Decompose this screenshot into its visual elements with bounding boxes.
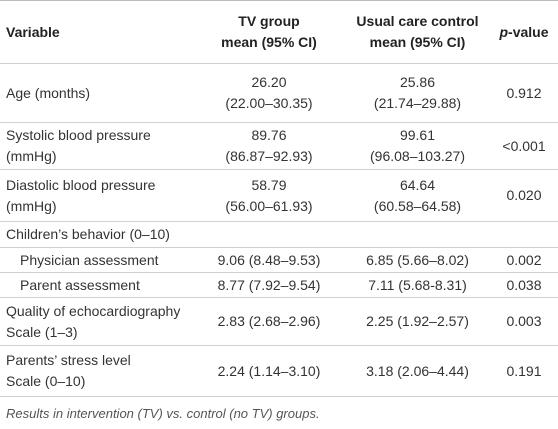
cell-line: 7.11 (5.68-8.31) bbox=[368, 276, 467, 293]
header-line: TV group bbox=[238, 13, 300, 29]
table-cell: 2.24 (1.14–3.10) bbox=[193, 345, 345, 397]
cell-line: (22.00–30.35) bbox=[225, 95, 313, 111]
header-cell: p-value bbox=[490, 0, 558, 64]
footnote: Results in intervention (TV) vs. control… bbox=[6, 406, 320, 421]
cell-line: 2.25 (1.92–2.57) bbox=[366, 313, 469, 329]
table-row: Systolic blood pressure (mmHg) 89.76 (86.87… bbox=[0, 122, 558, 170]
cell-line: 8.77 (7.92–9.54) bbox=[217, 276, 321, 293]
cell-line: (60.58–64.58) bbox=[373, 197, 462, 214]
table-row: Parent assessment 8.77 (7.92–9.54) 7.11 (5… bbox=[0, 272, 558, 298]
table-cell: 2.25 (1.92–2.57) bbox=[345, 297, 490, 346]
table-cell: 64.64 (60.58–64.58) bbox=[345, 169, 490, 222]
cell-line: 0.020 bbox=[506, 187, 542, 203]
table-cell: 8.77 (7.92–9.54) bbox=[193, 272, 345, 298]
cell-line: 26.20 bbox=[251, 74, 287, 90]
table-cell: Parent assessment bbox=[0, 272, 193, 298]
cell-line: 2.83 (2.68–2.96) bbox=[217, 313, 321, 329]
cell-line: 6.85 (5.66–8.02) bbox=[366, 251, 469, 268]
header-line: Variable bbox=[6, 23, 60, 40]
table-cell: Quality of echocardiography Scale (1–3) bbox=[0, 297, 193, 346]
cell-line: 0.003 bbox=[506, 313, 542, 329]
table-row: Diastolic blood pressure (mmHg) 58.79 (56.0… bbox=[0, 169, 558, 222]
table-body: Age (months) 26.20 (22.00–30.35) 25.86 (21.7… bbox=[0, 63, 558, 397]
table-cell: Children’s behavior (0–10) bbox=[0, 221, 558, 248]
table-cell: Parents’ stress level Scale (0–10) bbox=[0, 345, 193, 397]
table-cell: 25.86 (21.74–29.88) bbox=[345, 63, 490, 123]
cell-line: 0.912 bbox=[506, 84, 542, 101]
header-cell: Variable bbox=[0, 0, 193, 64]
cell-line: (56.00–61.93) bbox=[225, 197, 313, 214]
table-row: Children’s behavior (0–10) bbox=[0, 221, 558, 248]
cell-line: Parent assessment bbox=[20, 276, 140, 293]
table-cell: Age (months) bbox=[0, 63, 193, 123]
cell-line: 2.24 (1.14–3.10) bbox=[217, 362, 321, 379]
table-cell: Diastolic blood pressure (mmHg) bbox=[0, 169, 193, 222]
cell-line: 58.79 bbox=[251, 176, 287, 193]
table-cell: 0.002 bbox=[490, 247, 558, 273]
cell-line: Scale (1–3) bbox=[6, 323, 78, 340]
header-line: Usual care control bbox=[356, 13, 479, 29]
data-table: Variable TV group mean (95% CI) Usual care … bbox=[0, 0, 558, 397]
cell-line: Parents’ stress level bbox=[6, 352, 131, 368]
table-row: Physician assessment 9.06 (8.48–9.53) 6.85… bbox=[0, 247, 558, 273]
table-cell: 0.003 bbox=[490, 297, 558, 346]
header-cell: Usual care control mean (95% CI) bbox=[345, 0, 490, 64]
cell-line: Physician assessment bbox=[20, 251, 159, 268]
cell-line: (86.87–92.93) bbox=[225, 148, 313, 164]
header-line: p-value bbox=[496, 22, 552, 43]
table-cell: 0.912 bbox=[490, 63, 558, 123]
table-cell: 3.18 (2.06–4.44) bbox=[345, 345, 490, 397]
cell-line: Quality of echocardiography bbox=[6, 302, 181, 319]
cell-line: Diastolic blood pressure bbox=[6, 176, 156, 193]
table-cell: 7.11 (5.68-8.31) bbox=[345, 272, 490, 298]
cell-line: 0.038 bbox=[506, 276, 542, 293]
cell-line: 99.61 bbox=[399, 127, 436, 143]
table-cell: 89.76 (86.87–92.93) bbox=[193, 122, 345, 170]
table-cell: 0.191 bbox=[490, 345, 558, 397]
cell-line: Scale (0–10) bbox=[6, 373, 86, 389]
header-line: mean (95% CI) bbox=[369, 34, 466, 50]
table-header: Variable TV group mean (95% CI) Usual care … bbox=[0, 0, 558, 64]
cell-line: 25.86 bbox=[399, 74, 436, 90]
cell-line: 64.64 bbox=[399, 176, 436, 193]
table-cell: Physician assessment bbox=[0, 247, 193, 273]
header-text: -value bbox=[508, 23, 549, 40]
table-cell: 58.79 (56.00–61.93) bbox=[193, 169, 345, 222]
table-cell: 26.20 (22.00–30.35) bbox=[193, 63, 345, 123]
table-cell: <0.001 bbox=[490, 122, 558, 170]
table-cell: 99.61 (96.08–103.27) bbox=[345, 122, 490, 170]
table-row: Parents’ stress level Scale (0–10) 2.24 (1… bbox=[0, 345, 558, 397]
header-italic: p bbox=[499, 23, 509, 40]
table-cell: 0.038 bbox=[490, 272, 558, 298]
cell-line: 9.06 (8.48–9.53) bbox=[217, 251, 321, 268]
table-row: Age (months) 26.20 (22.00–30.35) 25.86 (21.7… bbox=[0, 63, 558, 123]
cell-line: Systolic blood pressure bbox=[6, 127, 151, 143]
table-cell: Systolic blood pressure (mmHg) bbox=[0, 122, 193, 170]
table-cell: 6.85 (5.66–8.02) bbox=[345, 247, 490, 273]
cell-line: 89.76 bbox=[251, 127, 287, 143]
cell-line: Age (months) bbox=[6, 84, 91, 101]
cell-line: (mmHg) bbox=[6, 148, 57, 164]
cell-line: (21.74–29.88) bbox=[373, 95, 462, 111]
cell-line: (96.08–103.27) bbox=[370, 148, 465, 164]
cell-line: 0.002 bbox=[506, 251, 542, 268]
table-cell: 2.83 (2.68–2.96) bbox=[193, 297, 345, 346]
cell-line: 3.18 (2.06–4.44) bbox=[366, 362, 469, 379]
cell-line: <0.001 bbox=[502, 137, 546, 154]
table-cell: 9.06 (8.48–9.53) bbox=[193, 247, 345, 273]
cell-line: 0.191 bbox=[506, 362, 542, 379]
header-line: mean (95% CI) bbox=[221, 34, 317, 50]
table-row: Quality of echocardiography Scale (1–3) 2.… bbox=[0, 297, 558, 346]
cell-line: Children’s behavior (0–10) bbox=[6, 226, 170, 242]
cell-line: (mmHg) bbox=[6, 197, 57, 214]
header-cell: TV group mean (95% CI) bbox=[193, 0, 345, 64]
table-cell: 0.020 bbox=[490, 169, 558, 222]
